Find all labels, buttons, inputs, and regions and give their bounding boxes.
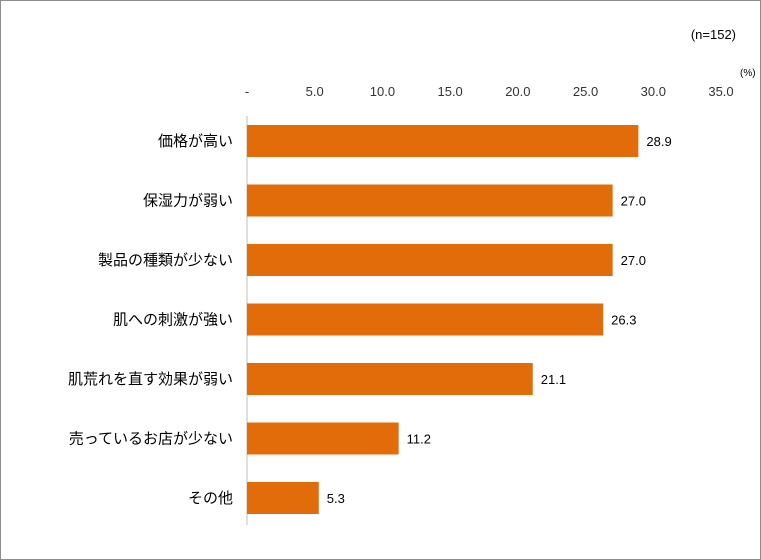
x-tick-label: 10.0	[370, 84, 395, 99]
category-label: その他	[188, 489, 233, 507]
category-label: 製品の種類が少ない	[98, 251, 233, 269]
data-label: 11.2	[407, 432, 431, 447]
category-label: 肌荒れを直す効果が弱い	[68, 370, 233, 388]
data-label: 5.3	[327, 491, 345, 506]
data-label: 27.0	[621, 194, 646, 209]
data-label: 28.9	[646, 134, 671, 149]
category-label: 価格が高い	[158, 132, 233, 150]
data-label: 26.3	[611, 313, 636, 328]
x-tick-label: 20.0	[505, 84, 530, 99]
category-label: 肌への刺激が強い	[113, 311, 233, 329]
x-tick-label: 35.0	[708, 84, 733, 99]
bar	[247, 125, 639, 157]
category-label: 保湿力が弱い	[143, 192, 233, 210]
sample-size-note: (n=152)	[690, 27, 736, 42]
x-tick-label: 25.0	[573, 84, 598, 99]
unit-label: (%)	[740, 68, 756, 79]
x-tick-label: 5.0	[306, 84, 324, 99]
bar	[247, 184, 613, 217]
x-tick-label: 30.0	[641, 84, 666, 99]
bar	[247, 363, 533, 395]
bar	[247, 482, 319, 514]
data-label: 21.1	[541, 372, 566, 387]
bar	[247, 244, 613, 276]
data-label: 27.0	[621, 253, 646, 268]
bar	[247, 303, 604, 336]
bar	[247, 422, 399, 455]
x-tick-label: -	[245, 84, 249, 99]
x-tick-label: 15.0	[437, 84, 462, 99]
category-label: 売っているお店が少ない	[69, 430, 233, 448]
